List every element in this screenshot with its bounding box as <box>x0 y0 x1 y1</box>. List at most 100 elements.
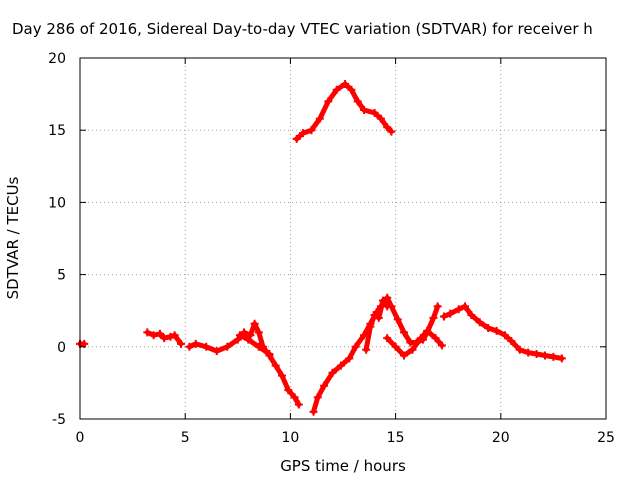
data-point <box>431 334 440 343</box>
data-point <box>362 345 371 354</box>
series-trace <box>384 328 445 358</box>
data-point <box>313 393 322 402</box>
data-point <box>557 354 566 363</box>
data-point <box>423 326 432 335</box>
y-tick-label: -5 <box>52 412 66 428</box>
data-point <box>475 318 484 327</box>
data-point <box>366 322 375 331</box>
y-tick-label: 10 <box>48 195 66 211</box>
data-point <box>416 334 425 343</box>
data-point <box>149 331 158 340</box>
data-point <box>524 348 533 357</box>
data-point <box>467 311 476 320</box>
y-tick-label: 0 <box>57 340 66 356</box>
y-tick-label: 15 <box>48 123 66 139</box>
data-point <box>294 400 303 409</box>
data-point <box>166 332 175 341</box>
data-point <box>290 393 299 402</box>
data-point <box>299 129 308 138</box>
data-point <box>244 335 253 344</box>
data-point <box>185 342 194 351</box>
data-point <box>540 351 549 360</box>
data-point <box>353 97 362 106</box>
data-point <box>277 371 286 380</box>
data-point <box>223 342 232 351</box>
data-point <box>254 342 263 351</box>
series-trace <box>237 332 272 357</box>
data-point <box>341 79 350 88</box>
data-point <box>202 342 211 351</box>
data-point <box>374 313 383 322</box>
data-point <box>492 326 501 335</box>
data-point <box>332 85 341 94</box>
data-point <box>307 126 316 135</box>
data-point <box>320 381 329 390</box>
data-point <box>176 339 185 348</box>
data-point <box>391 342 400 351</box>
data-point <box>400 328 409 337</box>
data-point <box>254 328 263 337</box>
data-point <box>155 329 164 338</box>
data-point <box>347 85 356 94</box>
data-point <box>336 361 345 370</box>
data-point <box>328 368 337 377</box>
data-point <box>370 311 379 320</box>
y-axis-label: SDTVAR / TECUs <box>4 176 22 299</box>
data-point <box>507 337 516 346</box>
data-point <box>383 293 392 302</box>
data-point <box>351 342 360 351</box>
data-point <box>378 296 387 305</box>
series-trace <box>441 303 565 361</box>
x-tick-label: 25 <box>597 430 615 446</box>
x-axis-label: GPS time / hours <box>280 457 406 475</box>
data-point <box>439 312 448 321</box>
data-point <box>383 334 392 343</box>
data-point <box>324 97 333 106</box>
x-tick-label: 5 <box>181 430 190 446</box>
data-point <box>383 123 392 132</box>
data-point <box>433 302 442 311</box>
data-point <box>376 114 385 123</box>
x-tick-label: 20 <box>492 430 510 446</box>
data-point <box>271 361 280 370</box>
data-point <box>170 331 179 340</box>
data-point <box>160 334 169 343</box>
grid <box>80 58 606 419</box>
data-point <box>532 350 541 359</box>
data-point <box>515 345 524 354</box>
x-tick-label: 0 <box>76 430 85 446</box>
data-point <box>370 108 379 117</box>
axis-ticks: 0 5 10 15 20 25 -5 0 5 10 15 20 <box>48 51 615 446</box>
data-point <box>235 331 244 340</box>
y-tick-label: 20 <box>48 51 66 67</box>
data-point <box>284 386 293 395</box>
data-point <box>191 339 200 348</box>
data-point <box>250 319 259 328</box>
data-point <box>484 324 493 333</box>
chart-title: Day 286 of 2016, Sidereal Day-to-day VTE… <box>12 20 593 38</box>
data-series <box>76 79 566 416</box>
plot-frame <box>79 57 607 420</box>
data-point <box>408 345 417 354</box>
data-point <box>549 352 558 361</box>
data-point <box>309 407 318 416</box>
x-tick-label: 15 <box>387 430 405 446</box>
data-point <box>446 309 455 318</box>
data-point <box>345 354 354 363</box>
data-point <box>393 315 402 324</box>
data-point <box>265 350 274 359</box>
data-point <box>246 331 255 340</box>
data-point <box>501 331 510 340</box>
data-point <box>292 134 301 143</box>
data-point <box>315 114 324 123</box>
data-point <box>212 347 221 356</box>
y-tick-label: 5 <box>57 268 66 284</box>
data-point <box>437 341 446 350</box>
data-point <box>461 302 470 311</box>
data-point <box>383 302 392 311</box>
data-point <box>454 305 463 314</box>
data-point <box>400 351 409 360</box>
data-point <box>387 127 396 136</box>
data-point <box>233 335 242 344</box>
